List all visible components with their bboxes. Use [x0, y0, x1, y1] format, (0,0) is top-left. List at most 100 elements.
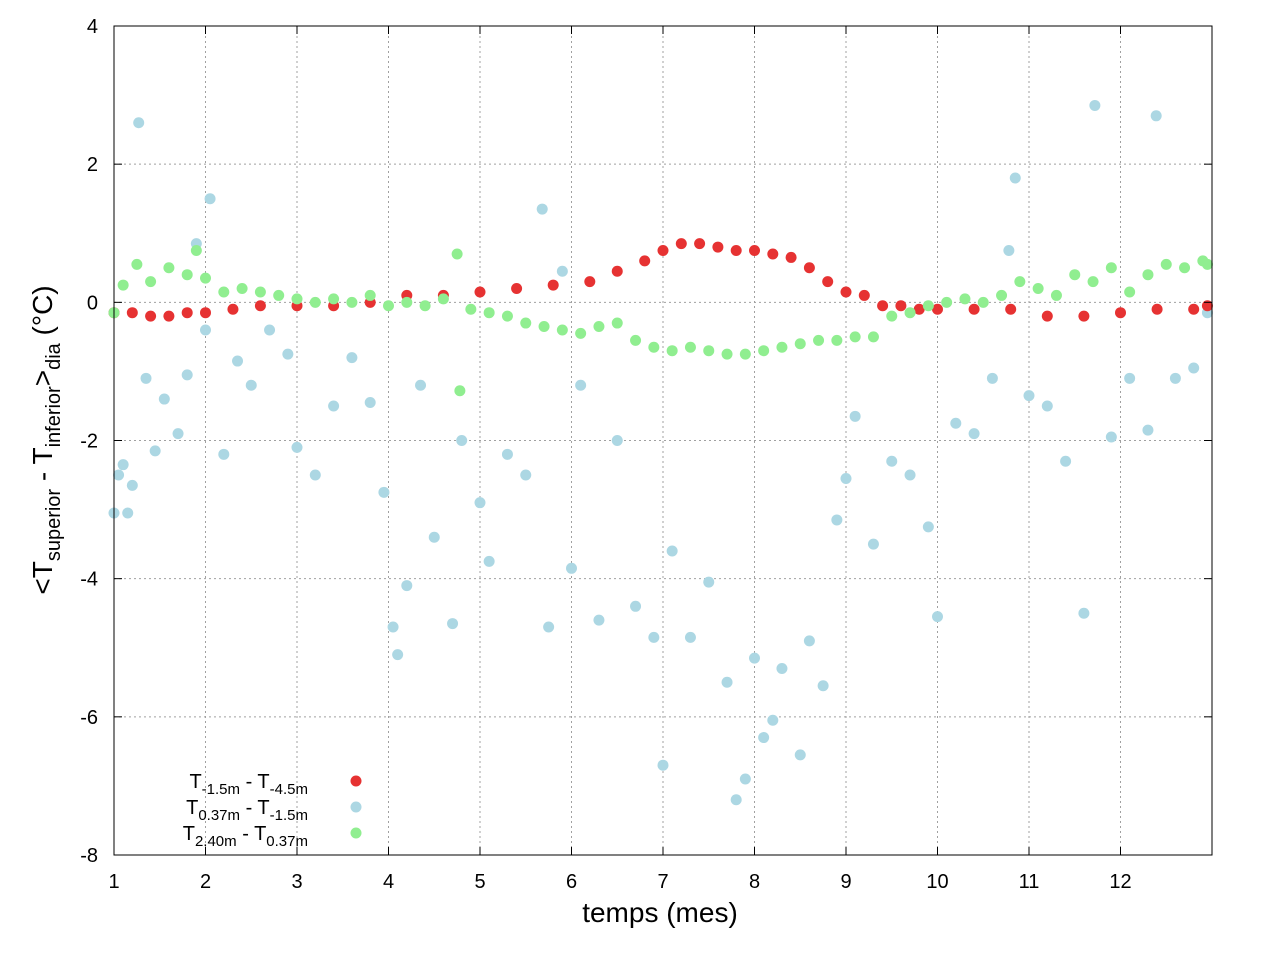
data-point: [172, 428, 184, 440]
data-point: [328, 293, 340, 305]
legend-label: T0.37m - T-1.5m: [186, 797, 308, 824]
x-tick-label: 3: [291, 871, 302, 893]
data-point: [1169, 372, 1181, 384]
data-point: [932, 303, 943, 315]
data-point: [1003, 245, 1015, 257]
data-point: [126, 479, 138, 491]
data-point: [378, 486, 390, 498]
data-point: [1201, 300, 1213, 312]
legend-label-part: - T: [240, 797, 270, 819]
data-point: [703, 345, 715, 357]
legend-label: T2.40m - T0.37m: [183, 823, 308, 850]
data-point: [1142, 269, 1154, 281]
data-point: [273, 289, 285, 301]
data-point: [474, 286, 486, 298]
data-point: [1078, 607, 1090, 619]
legend-marker: [350, 801, 362, 813]
x-axis-title: temps (mes): [582, 897, 738, 928]
data-point: [474, 497, 486, 509]
data-point: [383, 300, 394, 312]
data-point: [1188, 303, 1200, 315]
data-point: [364, 397, 376, 409]
data-point: [309, 469, 321, 481]
data-point: [721, 676, 733, 688]
data-point: [630, 334, 642, 346]
data-point: [501, 448, 513, 460]
data-point: [758, 345, 770, 357]
data-point: [401, 296, 413, 308]
data-point: [840, 472, 852, 484]
data-point: [465, 303, 477, 315]
data-point: [630, 600, 642, 612]
data-point: [575, 327, 587, 339]
data-point: [721, 348, 733, 360]
data-point: [575, 379, 587, 391]
data-point: [712, 241, 724, 253]
data-point: [254, 300, 266, 312]
x-tick-label: 6: [566, 871, 577, 893]
data-point: [1060, 455, 1072, 467]
data-point: [291, 441, 303, 453]
data-point: [218, 286, 230, 298]
data-point: [1142, 424, 1154, 436]
data-point: [1087, 276, 1099, 288]
data-point: [264, 324, 276, 336]
data-point: [346, 352, 358, 364]
data-point: [1188, 362, 1200, 374]
data-point: [126, 307, 138, 319]
data-point: [593, 614, 605, 626]
data-point: [611, 265, 623, 277]
x-tick-label: 1: [108, 871, 119, 893]
data-point: [749, 652, 760, 664]
data-point: [1009, 172, 1021, 184]
data-point: [547, 279, 559, 291]
data-point: [483, 555, 495, 567]
grid-lines: [114, 26, 1212, 855]
data-point: [849, 410, 861, 422]
data-point: [1069, 269, 1081, 281]
x-tick-label: 11: [1019, 871, 1040, 893]
legend-label-part: -1.5m: [270, 807, 308, 824]
data-point: [566, 562, 577, 574]
data-point: [657, 245, 669, 257]
data-point: [218, 448, 230, 460]
data-point: [767, 714, 779, 726]
data-point: [520, 469, 532, 481]
data-point: [977, 296, 989, 308]
legend-label-part: 0.37m: [266, 833, 308, 850]
data-point: [163, 310, 175, 322]
legend-label-part: - T: [237, 823, 267, 845]
data-point: [849, 331, 861, 343]
data-point: [1050, 289, 1062, 301]
legend-marker: [350, 827, 362, 839]
data-point: [236, 283, 248, 295]
data-point: [867, 538, 879, 550]
y-axis-title-part-1: superior: [43, 489, 65, 562]
data-point: [1089, 99, 1101, 111]
x-tick-label: 5: [474, 871, 485, 893]
data-point: [556, 324, 568, 336]
data-point: [364, 289, 376, 301]
data-point: [456, 435, 468, 446]
legend-label-part: T: [189, 771, 201, 793]
data-point: [968, 428, 980, 440]
data-point: [415, 379, 427, 391]
data-point: [922, 300, 934, 312]
y-tick-label: -6: [80, 707, 98, 729]
data-point: [282, 348, 294, 360]
data-point: [309, 296, 321, 308]
data-point: [986, 372, 998, 384]
data-point: [648, 341, 660, 353]
data-point: [328, 400, 340, 412]
plot-frame: [113, 25, 1213, 856]
data-point: [648, 631, 660, 643]
data-point: [1041, 310, 1053, 322]
data-point: [611, 317, 623, 329]
data-point: [1160, 258, 1172, 270]
data-point: [886, 310, 898, 322]
data-point: [145, 310, 157, 322]
y-tick-label: -8: [80, 845, 98, 867]
